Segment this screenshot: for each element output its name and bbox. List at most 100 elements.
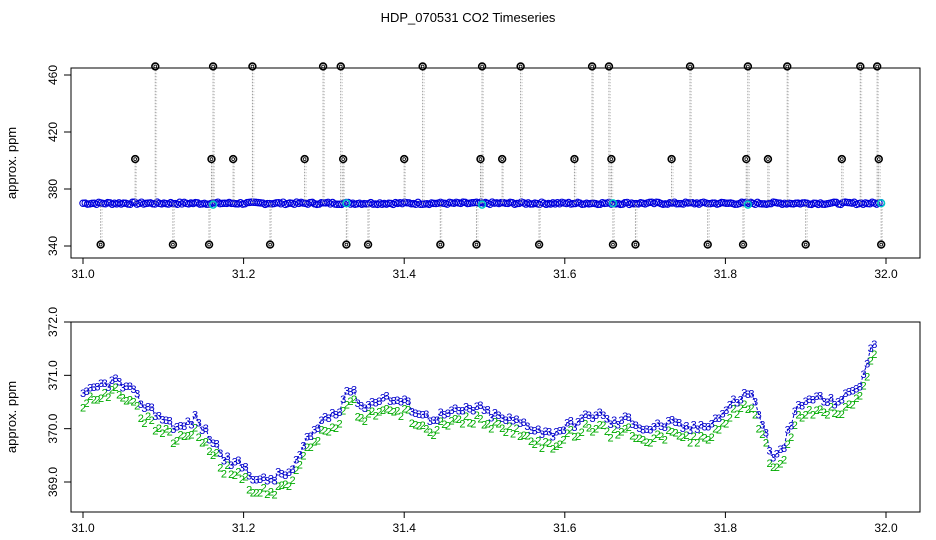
series-2-mark: 2: [579, 427, 585, 439]
spike-point-inner: [669, 157, 674, 161]
series-2-mark: 2: [524, 431, 530, 443]
series-3-mark: 3: [402, 394, 408, 406]
spike-point: [837, 154, 847, 164]
series-2-mark: 2: [777, 459, 783, 471]
series-3-mark: 3: [149, 402, 155, 414]
spike-point: [96, 240, 105, 249]
series-2-mark: 2: [503, 427, 509, 439]
series-3-mark: 3: [210, 438, 216, 450]
top-x-tick-label: 31.0: [71, 267, 95, 281]
series-3-mark: 3: [391, 395, 397, 407]
series-3-mark: 3: [810, 395, 816, 407]
series-2-mark: 2: [282, 479, 288, 491]
series-3-mark: 3: [365, 399, 371, 411]
spike-point-inner: [500, 157, 504, 161]
series-2-mark: 2: [748, 403, 754, 415]
series-3-mark: 3: [748, 388, 754, 400]
spike-point: [497, 154, 507, 164]
series-2-mark: 2: [553, 441, 559, 453]
series-2-mark: 2: [564, 428, 570, 440]
series-2-mark: 2: [243, 471, 249, 483]
series-3-mark: 3: [636, 423, 642, 435]
series-3-mark: 3: [185, 416, 191, 428]
series-3-mark: 3: [452, 403, 458, 415]
series-3-mark: 3: [539, 429, 545, 441]
series-3-mark: 3: [524, 421, 530, 433]
series-3-mark: 3: [174, 422, 180, 434]
series-3-mark: 3: [102, 378, 108, 390]
series-3-mark: 3: [673, 417, 679, 429]
baseline-point: [830, 198, 838, 206]
series-3-mark: 3: [239, 462, 245, 474]
series-2-mark: 2: [304, 442, 310, 454]
series-2-mark: 2: [91, 394, 97, 406]
series-2-mark: 2: [539, 443, 545, 455]
series-2-mark: 2: [308, 442, 314, 454]
series-3-mark: 3: [517, 418, 523, 430]
series-3-mark: 3: [438, 407, 444, 419]
series-3-mark: 3: [463, 402, 469, 414]
series-3-mark: 3: [821, 397, 827, 409]
series-2-mark: 2: [228, 469, 234, 481]
series-3-mark: 3: [597, 407, 603, 419]
series-3-mark: 3: [495, 410, 501, 422]
series-3-mark: 3: [730, 394, 736, 406]
series-2-mark: 2: [510, 429, 516, 441]
spike-point-inner: [537, 242, 541, 247]
series-3-mark: 3: [712, 413, 718, 425]
series-3-mark: 3: [380, 393, 386, 405]
highlight-point: [477, 200, 487, 209]
bottom-panel: 2222222222222222222222222222222222222222…: [4, 307, 921, 535]
series-3-mark: 3: [586, 410, 592, 422]
series-2-mark: 2: [611, 424, 617, 436]
bottom-plot-marks: 2222222222222222222222222222222222222222…: [80, 339, 877, 502]
series-3-mark: 3: [412, 408, 418, 420]
series-2-mark: 2: [185, 430, 191, 442]
series-2-mark: 2: [470, 418, 476, 430]
series-2-mark: 2: [727, 413, 733, 425]
series-2-mark: 2: [232, 470, 238, 482]
series-3-mark: 3: [564, 417, 570, 429]
series-2-mark: 2: [622, 424, 628, 436]
top-plot-marks: [79, 62, 886, 249]
series-3-mark: 3: [123, 381, 129, 393]
series-3-mark: 3: [214, 439, 220, 451]
series-3-mark: 3: [420, 409, 426, 421]
series-2-mark: 2: [402, 403, 408, 415]
series-3-mark: 3: [604, 413, 610, 425]
series-2-mark: 2: [398, 411, 404, 423]
spike-point-inner: [741, 242, 745, 247]
bot-x-tick-label: 31.6: [553, 521, 577, 535]
series-2-mark: 2: [821, 407, 827, 419]
series-2-mark: 2: [839, 409, 845, 421]
spike-point-inner: [231, 157, 235, 161]
series-3-mark: 3: [683, 420, 689, 432]
spike-point: [477, 62, 487, 71]
series-3-mark: 3: [141, 403, 147, 415]
series-3-mark: 3: [156, 411, 162, 423]
series-3-mark: 3: [116, 376, 122, 388]
series-3-mark: 3: [138, 399, 144, 411]
series-2-mark: 2: [196, 432, 202, 444]
top-x-tick-label: 31.8: [714, 267, 738, 281]
series-2-mark: 2: [311, 436, 317, 448]
series-2-mark: 2: [817, 404, 823, 416]
bot-x-tick-label: 32.0: [874, 521, 898, 535]
series-2-mark: 2: [383, 404, 389, 416]
series-2-mark: 2: [738, 403, 744, 415]
spike-point: [300, 154, 309, 164]
series-2-mark: 2: [138, 413, 144, 425]
baseline-point: [836, 200, 845, 209]
series-3-mark: 3: [546, 427, 552, 439]
series-3-mark: 3: [134, 389, 140, 401]
series-2-mark: 2: [799, 413, 805, 425]
baseline-point: [290, 200, 299, 208]
series-3-mark: 3: [206, 435, 212, 447]
series-2-mark: 2: [217, 463, 223, 475]
series-3-mark: 3: [340, 394, 346, 406]
series-3-mark: 3: [290, 464, 296, 476]
series-3-mark: 3: [615, 419, 621, 431]
series-3-mark: 3: [777, 444, 783, 456]
series-3-mark: 3: [268, 473, 274, 485]
series-3-mark: 3: [647, 425, 653, 437]
